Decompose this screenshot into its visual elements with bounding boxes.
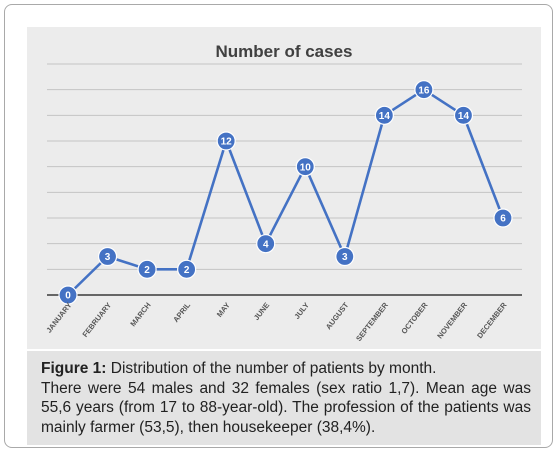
x-tick-label: JULY [292,301,310,321]
data-label: 6 [500,214,506,225]
data-label: 2 [144,265,150,276]
data-label: 3 [105,252,111,263]
data-point [177,259,197,279]
data-label: 10 [300,162,312,173]
x-tick-label: FEBRUARY [81,301,114,339]
caption-line-1: Distribution of the number of patients b… [106,360,437,377]
data-label: 16 [418,85,430,96]
data-point [414,80,434,100]
data-label: 4 [263,239,269,250]
x-tick-label: SEPTEMBER [354,300,390,343]
data-point [374,105,394,125]
figure-container: Number of cases 0 3 2 2 12 4 10 3 14 16 14 6 JANUARY F… [4,4,553,448]
chart-panel: Number of cases 0 3 2 2 12 4 10 3 14 16 14 6 JANUARY F… [27,27,541,349]
x-tick-label: JANUARY [44,301,73,335]
data-label: 12 [221,137,233,148]
x-tick-label: AUGUST [324,300,351,331]
x-tick-label: MARCH [128,301,152,329]
data-point [256,234,276,254]
data-point [335,246,355,267]
caption-label: Figure 1: [41,360,107,377]
data-point [137,259,157,279]
x-tick-label: APRIL [171,300,192,324]
x-tick-label: NOVEMBER [435,300,469,340]
data-point [216,131,236,151]
x-tick-label: JUNE [252,301,271,322]
line-chart: Number of cases 0 3 2 2 12 4 10 3 14 16 14 6 JANUARY F… [44,42,522,343]
data-point [58,285,78,305]
data-point [493,208,513,228]
data-point [97,246,118,267]
data-point [453,105,474,125]
caption-line-2: There were 54 males and 32 females (sex … [41,379,531,436]
caption-panel: Figure 1: Distribution of the number of … [27,351,541,445]
x-tick-label: OCTOBER [399,300,429,335]
data-label: 3 [342,252,348,263]
x-tick-label: DECEMBER [475,300,509,340]
figure-caption: Figure 1: Distribution of the number of … [41,359,531,437]
data-label: 0 [65,291,71,302]
data-label: 2 [184,265,190,276]
data-label: 14 [379,111,391,122]
data-label: 14 [458,111,470,122]
data-point [295,157,315,177]
chart-title: Number of cases [216,42,353,61]
x-tick-label: MAY [215,301,232,319]
